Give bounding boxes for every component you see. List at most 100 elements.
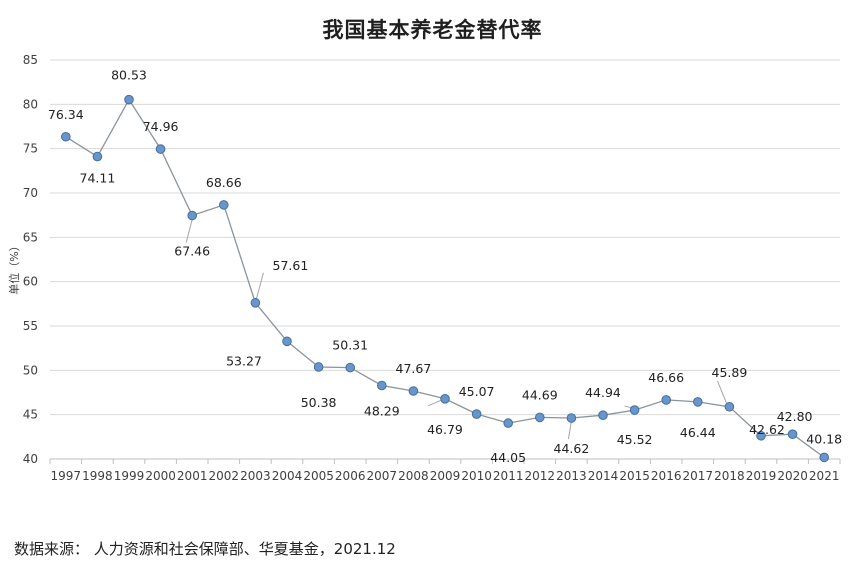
x-tick-label: 2003 [240, 469, 271, 483]
data-point [345, 362, 356, 373]
data-label: 44.05 [490, 450, 526, 465]
label-leader-lines [185, 219, 727, 440]
x-tick-label: 2000 [145, 469, 176, 483]
data-label: 46.44 [680, 425, 716, 440]
data-point [661, 395, 672, 405]
source-note: 数据来源： 人力资源和社会保障部、华夏基金，2021.12 [14, 540, 396, 558]
x-tick-label: 1997 [51, 469, 82, 483]
data-label: 45.07 [459, 384, 495, 399]
series-line [65, 98, 825, 458]
data-point [787, 429, 798, 439]
data-point [377, 380, 387, 391]
data-point [629, 405, 640, 415]
leader-line [716, 380, 727, 403]
chart-title: 我国基本养老金替代率 [322, 18, 543, 42]
data-label: 42.62 [749, 422, 785, 437]
data-points [61, 94, 830, 463]
y-axis-label: 单位（%） [7, 240, 21, 294]
y-axis-ticks: 40 45 50 55 60 65 70 75 80 85 [23, 53, 38, 466]
x-tick-label: 2006 [335, 469, 366, 483]
data-point [535, 412, 545, 423]
data-point [471, 409, 482, 419]
x-tick-label: 2008 [398, 469, 429, 483]
data-label: 44.94 [585, 385, 621, 400]
gridlines [50, 59, 840, 460]
data-point [440, 393, 450, 404]
data-point [250, 298, 261, 308]
data-label: 57.61 [273, 258, 309, 273]
leader-line [185, 219, 193, 243]
x-tick-label: 2021 [809, 469, 840, 483]
y-tick-label: 50 [23, 363, 38, 377]
data-point [155, 144, 166, 154]
data-label: 46.79 [427, 422, 463, 437]
x-tick-label: 2007 [367, 469, 398, 483]
x-tick-label: 1999 [114, 469, 145, 483]
data-label: 68.66 [206, 175, 242, 190]
x-tick-label: 2004 [272, 469, 303, 483]
data-label: 48.29 [364, 403, 400, 418]
data-label: 44.62 [554, 441, 590, 456]
data-labels: 76.34 74.11 80.53 74.96 67.46 68.66 57.61 53.27… [48, 68, 842, 465]
data-label: 47.67 [396, 361, 432, 376]
y-tick-label: 80 [23, 97, 38, 111]
x-tick-label: 2012 [525, 469, 556, 483]
data-point [503, 418, 514, 428]
data-point [92, 151, 103, 162]
data-label: 44.69 [522, 387, 558, 402]
x-tick-label: 2018 [714, 469, 745, 483]
data-point [187, 210, 197, 221]
data-label: 50.38 [301, 395, 337, 410]
data-point [313, 362, 324, 372]
y-tick-label: 70 [23, 186, 38, 200]
data-point [282, 336, 292, 347]
data-point [566, 413, 577, 423]
y-tick-label: 60 [23, 275, 38, 289]
x-tick-label: 2002 [209, 469, 240, 483]
data-label: 45.89 [712, 365, 748, 380]
x-tick-label: 2016 [651, 469, 682, 483]
data-point [219, 200, 229, 210]
x-tick-label: 2014 [588, 469, 619, 483]
data-label: 45.52 [617, 432, 653, 447]
data-point [61, 131, 71, 142]
x-tick-label: 2001 [177, 469, 208, 483]
leader-line [427, 399, 443, 407]
data-label: 46.66 [648, 370, 684, 385]
data-point [598, 410, 608, 420]
data-point [724, 401, 735, 412]
data-point [124, 94, 134, 105]
data-label: 40.18 [806, 431, 842, 446]
data-label: 42.80 [777, 409, 813, 424]
data-label: 74.96 [143, 119, 179, 134]
y-tick-label: 85 [23, 53, 38, 67]
x-tick-label: 2013 [556, 469, 587, 483]
data-point [408, 386, 419, 396]
x-tick-label: 2015 [619, 469, 650, 483]
x-tick-label: 2010 [461, 469, 492, 483]
x-tick-label: 2020 [777, 469, 808, 483]
x-tick-label: 2009 [430, 469, 461, 483]
data-label: 74.11 [80, 171, 116, 186]
x-tick-label: 2011 [493, 469, 524, 483]
x-tick-label: 2005 [303, 469, 334, 483]
y-tick-label: 40 [23, 452, 38, 466]
y-tick-label: 45 [23, 408, 38, 422]
data-point [756, 430, 766, 441]
x-tick-label: 1998 [82, 469, 113, 483]
leader-line [567, 420, 572, 440]
y-tick-label: 65 [23, 230, 38, 244]
data-label: 53.27 [226, 353, 262, 368]
y-tick-label: 75 [23, 142, 38, 156]
leader-line [255, 272, 264, 299]
data-label: 80.53 [111, 68, 147, 83]
y-tick-label: 55 [23, 319, 38, 333]
x-axis-ticks: 1997 1998 1999 2000 2001 2002 2003 2004 2005 2006… [49, 459, 841, 483]
data-label: 67.46 [174, 244, 210, 259]
data-label: 50.31 [332, 338, 368, 353]
x-tick-label: 2017 [683, 469, 714, 483]
data-label: 76.34 [48, 107, 84, 122]
data-point [693, 397, 703, 407]
x-tick-label: 2019 [746, 469, 777, 483]
